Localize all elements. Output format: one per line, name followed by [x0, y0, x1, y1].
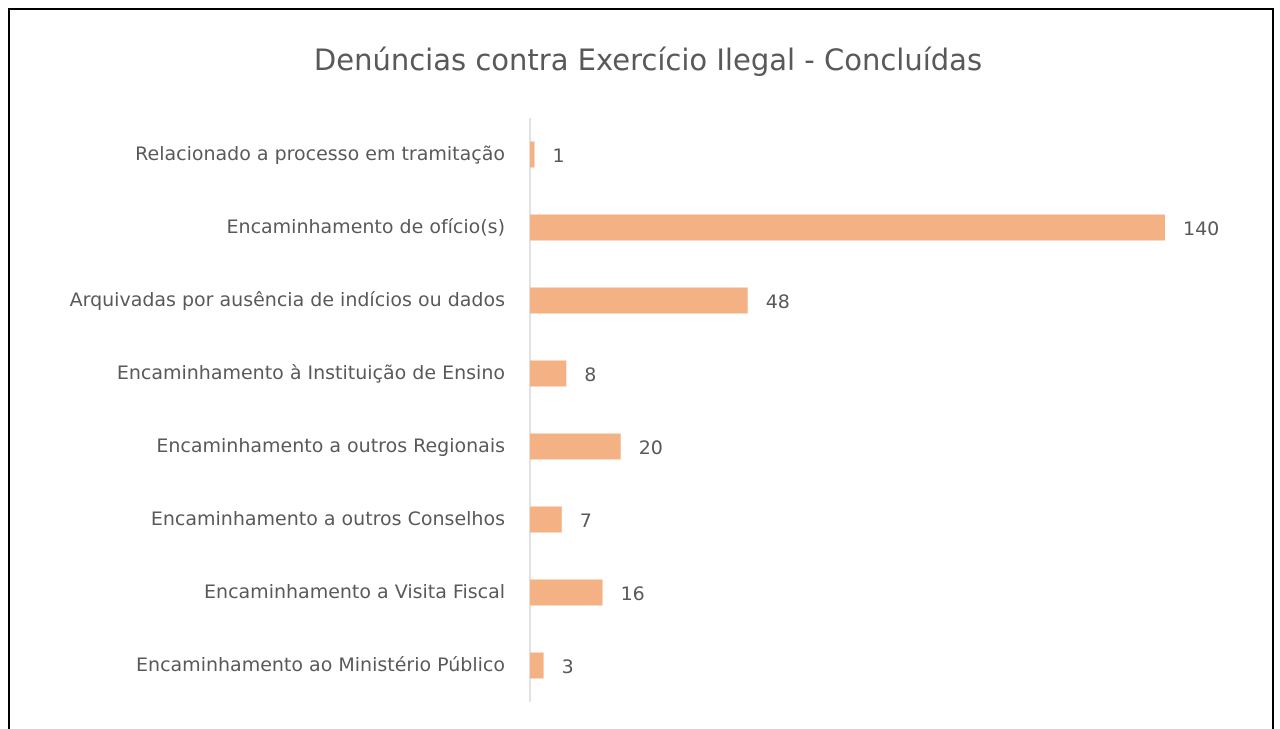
data-label: 1 [553, 145, 565, 167]
data-label: 3 [562, 656, 574, 678]
data-label: 7 [580, 510, 592, 532]
data-label: 48 [766, 291, 790, 313]
bar [530, 506, 562, 533]
category-label: Encaminhamento a outros Conselhos [151, 508, 505, 530]
data-label: 16 [621, 583, 645, 605]
bar [530, 214, 1165, 241]
category-label: Encaminhamento ao Ministério Público [136, 654, 505, 676]
bar [530, 287, 748, 314]
chart-title: Denúncias contra Exercício Ilegal - Conc… [314, 43, 982, 77]
category-label: Arquivadas por ausência de indícios ou d… [70, 289, 505, 311]
data-label: 20 [639, 437, 663, 459]
bar [530, 652, 544, 679]
category-label: Encaminhamento a outros Regionais [156, 435, 505, 457]
data-label: 8 [584, 364, 596, 386]
category-label: Encaminhamento de ofício(s) [227, 216, 505, 238]
category-label: Encaminhamento a Visita Fiscal [204, 581, 505, 603]
bar [530, 141, 535, 168]
category-label: Relacionado a processo em tramitação [135, 143, 505, 165]
frame [8, 8, 1274, 729]
bar [530, 360, 567, 387]
bar [530, 433, 621, 460]
data-label: 140 [1183, 218, 1219, 240]
bar [530, 579, 603, 606]
category-label: Encaminhamento à Instituição de Ensino [117, 362, 505, 384]
